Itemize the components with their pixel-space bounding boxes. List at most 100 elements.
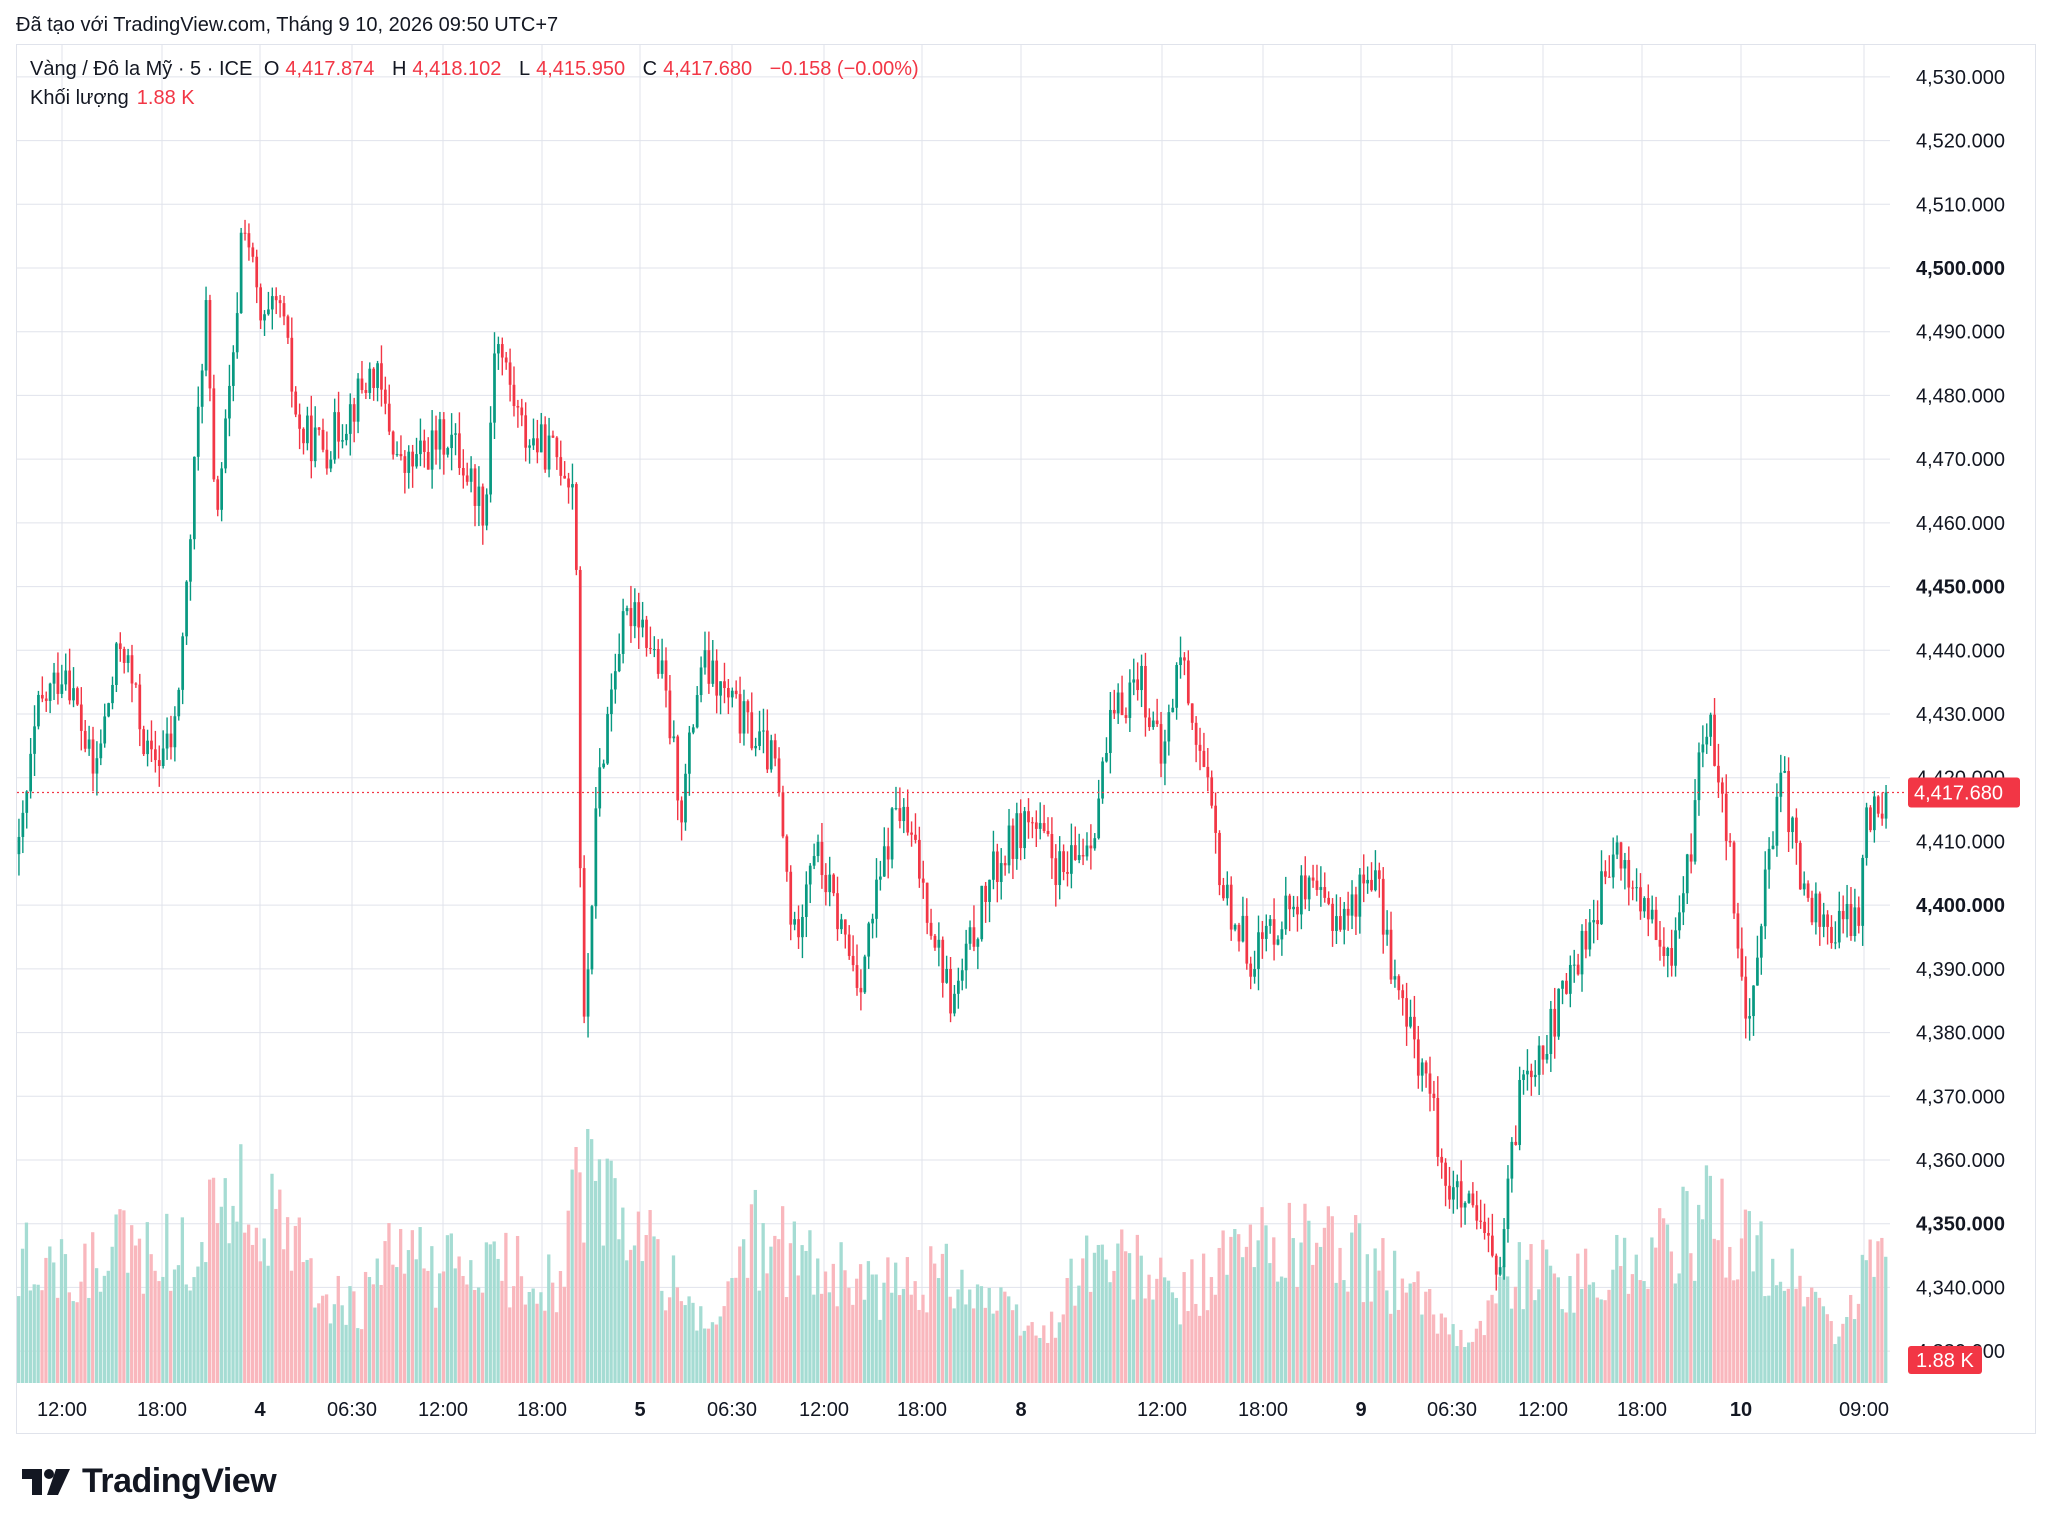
candle-body [804,884,808,917]
volume-bar [1248,1224,1253,1383]
candle-body [532,438,535,446]
candle-body [1444,1162,1447,1186]
candle-body [107,703,110,717]
candle-body [1487,1233,1490,1236]
volume-bar [1151,1299,1155,1383]
volume-bar [1283,1277,1288,1383]
candle-body [1744,976,1748,1019]
candle-body [684,773,687,823]
last-price-label: 4,417.680 [1914,782,2003,804]
chart-pane[interactable] [16,44,2036,1434]
volume-bar [457,1256,461,1383]
x-tick-label: 18:00 [137,1399,187,1421]
volume-bar [184,1284,188,1383]
x-tick-label: 12:00 [1137,1399,1187,1421]
candle-body [914,834,917,840]
candle-body [1171,707,1175,713]
candle-body [294,391,298,415]
volume-bar [246,1224,251,1383]
candle-body [64,670,68,685]
candle-body [847,934,851,956]
candle-body [571,484,574,488]
volume-bar [449,1233,453,1383]
volume-bar [1782,1290,1787,1383]
volume-bar [936,1278,941,1383]
volume-bar [1404,1292,1408,1383]
candle-body [1202,750,1206,767]
candle-body [21,812,25,837]
candle-body [988,879,991,902]
volume-bar [796,1275,800,1383]
volume-bar [664,1310,668,1383]
volume-bar [1658,1208,1662,1383]
volume-bar [519,1276,524,1383]
candle-body [302,428,305,444]
volume-bar [223,1178,227,1383]
volume-bar [1813,1291,1818,1383]
candle-body [497,344,500,354]
volume-bar [1007,1296,1011,1383]
volume-bar [1509,1308,1514,1383]
candle-body [1338,916,1342,930]
volume-bar [1182,1272,1186,1383]
volume-bar [1665,1224,1670,1383]
volume-bar [714,1324,719,1383]
volume-bar [551,1282,555,1383]
volume-bar [1085,1235,1089,1383]
volume-bar [558,1271,563,1383]
candle-body [1323,887,1327,898]
volume-bar [929,1246,933,1383]
candle-body [906,806,910,833]
volume-bar [1198,1315,1202,1383]
candle-body [1709,714,1713,737]
volume-bar [1443,1317,1447,1383]
volume-bar [1307,1220,1311,1383]
candle-body [882,846,886,877]
candle-body [399,454,403,457]
candle-body [960,970,964,981]
volume-bar [1026,1325,1030,1383]
volume-bar [1537,1289,1541,1383]
volume-label[interactable]: Khối lượng [30,87,129,109]
candle-body [52,672,56,684]
candle-body [1810,897,1814,923]
candle-body [360,378,364,391]
candle-body [995,851,999,882]
candle-body [434,430,438,450]
y-tick-label: 4,350.000 [1916,1214,2005,1236]
candle-body [1015,813,1019,859]
volume-bar [1622,1237,1627,1383]
y-tick-label: 4,520.000 [1916,131,2005,153]
volume-bar [1104,1259,1108,1383]
candle-body [1822,914,1826,927]
tradingview-logo[interactable]: TradingView [20,1462,277,1501]
volume-bar [1700,1219,1705,1383]
volume-bar [718,1316,722,1383]
candle-body [1424,1062,1428,1074]
candle-body [999,863,1003,882]
candle-body [543,424,547,470]
volume-bar [968,1289,972,1383]
y-tick-label: 4,500.000 [1916,258,2005,280]
x-tick-label: 18:00 [897,1399,947,1421]
volume-bar [1322,1227,1327,1383]
volume-bar [882,1282,886,1383]
volume-bar [878,1319,882,1383]
volume-bar [1135,1234,1139,1383]
candle-body [1237,924,1241,942]
candle-body [652,649,656,651]
volume-bar [1774,1285,1779,1383]
candle-body [1479,1220,1483,1222]
y-tick-label: 4,400.000 [1916,895,2005,917]
candle-body [785,836,789,872]
volume-bar [235,1221,239,1383]
symbol-label[interactable]: Vàng / Đô la Mỹ · 5 · ICE [30,58,253,80]
volume-bar [414,1259,418,1383]
candle-body [1658,939,1662,947]
candle-body [243,232,247,234]
candle-body [321,429,325,450]
candle-body [274,296,278,301]
volume-bar [866,1261,871,1383]
y-tick-label: 4,380.000 [1916,1023,2005,1045]
